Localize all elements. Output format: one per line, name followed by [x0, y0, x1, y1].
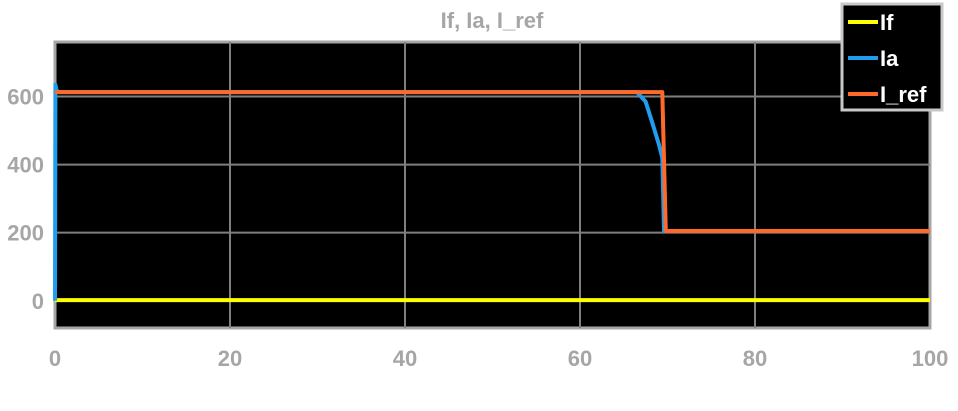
series-group	[53, 82, 930, 303]
legend-label: If	[880, 10, 894, 35]
y-axis-ticks: 0 200 400 600	[7, 84, 44, 313]
legend-label: I_ref	[880, 82, 927, 107]
y-tick-label: 200	[7, 221, 44, 246]
chart-title: If, Ia, I_ref	[441, 8, 544, 33]
x-axis-ticks: 0 20 40 60 80 100	[49, 346, 948, 371]
plot-area	[53, 40, 932, 330]
series-line-i-ref	[55, 90, 930, 233]
x-tick-label: 60	[568, 346, 592, 371]
x-tick-label: 20	[218, 346, 242, 371]
legend: If Ia I_ref	[840, 2, 944, 112]
y-tick-label: 400	[7, 153, 44, 178]
y-tick-label: 600	[7, 84, 44, 109]
x-tick-label: 80	[743, 346, 767, 371]
x-tick-label: 40	[393, 346, 417, 371]
x-tick-label: 100	[912, 346, 949, 371]
x-tick-label: 0	[49, 346, 61, 371]
legend-label: Ia	[880, 46, 899, 71]
y-tick-label: 0	[32, 289, 44, 314]
